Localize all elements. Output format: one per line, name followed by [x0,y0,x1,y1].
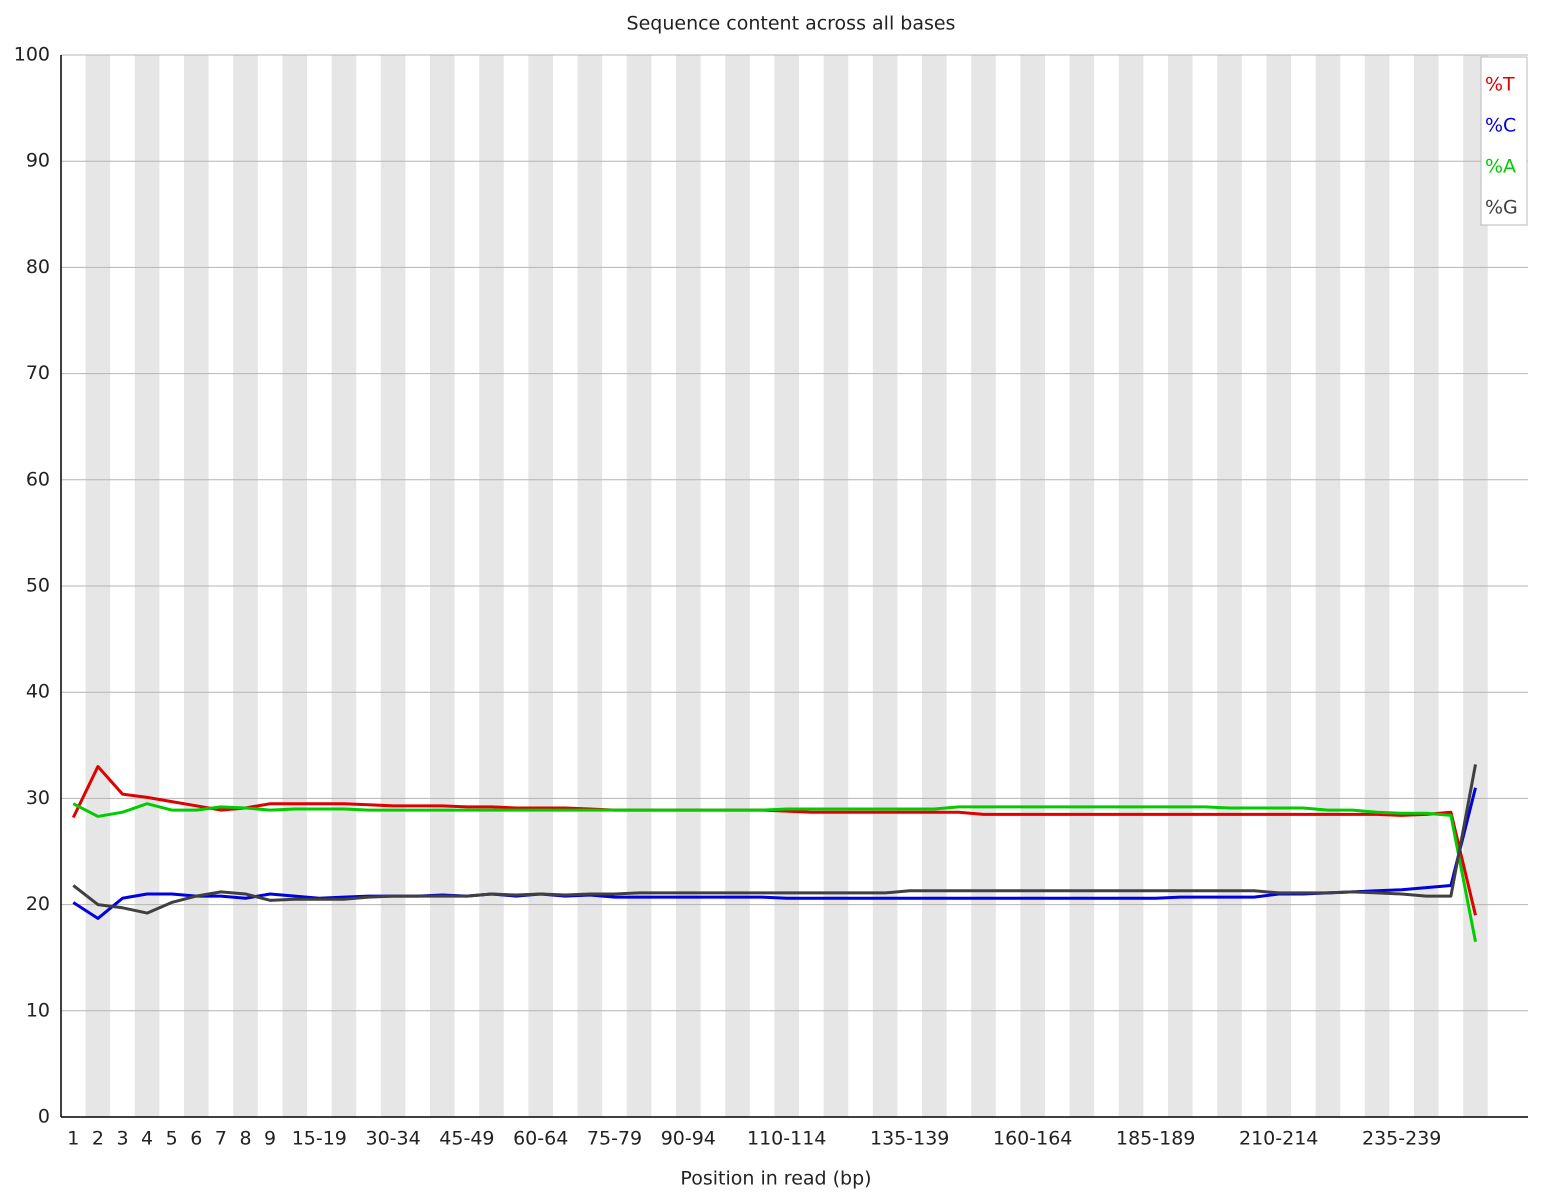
x-tick-label: 160-164 [993,1128,1072,1150]
x-tick-label: 6 [190,1128,202,1150]
x-tick-label: 4 [141,1128,153,1150]
y-tick-label: 70 [26,362,50,384]
x-tick-label: 15-19 [292,1128,347,1150]
x-tick-label: 8 [239,1128,251,1150]
x-tick-label: 5 [166,1128,178,1150]
y-tick-label: 80 [26,256,50,278]
x-axis-label: Position in read (bp) [680,1168,871,1190]
y-tick-label: 100 [14,44,50,66]
x-tick-label: 2 [92,1128,104,1150]
x-tick-label: 30-34 [365,1128,420,1150]
x-tick-label: 3 [116,1128,128,1150]
y-tick-label: 50 [26,575,50,597]
x-tick-label: 60-64 [513,1128,568,1150]
series-line [72,802,1477,943]
x-tick-label: 9 [264,1128,276,1150]
y-tick-label: 40 [26,681,50,703]
y-tick-label: 90 [26,150,50,172]
y-tick-label: 20 [26,893,50,915]
legend-entry: %G [1485,197,1518,219]
series-line [72,764,1477,915]
x-tick-label: 90-94 [661,1128,716,1150]
x-tick-label: 7 [215,1128,227,1150]
y-tick-label: 0 [38,1106,50,1128]
x-tick-label: 185-189 [1116,1128,1195,1150]
x-tick-label: 1 [67,1128,79,1150]
series-line [72,787,1477,920]
legend-box [1480,56,1528,226]
legend-entry: %A [1485,156,1516,178]
legend-entry: %C [1485,115,1516,137]
x-tick-label: 235-239 [1362,1128,1441,1150]
chart-title: Sequence content across all bases [627,13,956,35]
x-tick-label: 135-139 [870,1128,949,1150]
x-tick-label: 110-114 [747,1128,826,1150]
y-tick-label: 60 [26,468,50,490]
y-tick-label: 10 [26,999,50,1021]
x-tick-label: 210-214 [1239,1128,1318,1150]
y-tick-label: 30 [26,787,50,809]
x-tick-label: 45-49 [439,1128,494,1150]
x-tick-label: 75-79 [587,1128,642,1150]
legend-entry: %T [1485,74,1515,96]
